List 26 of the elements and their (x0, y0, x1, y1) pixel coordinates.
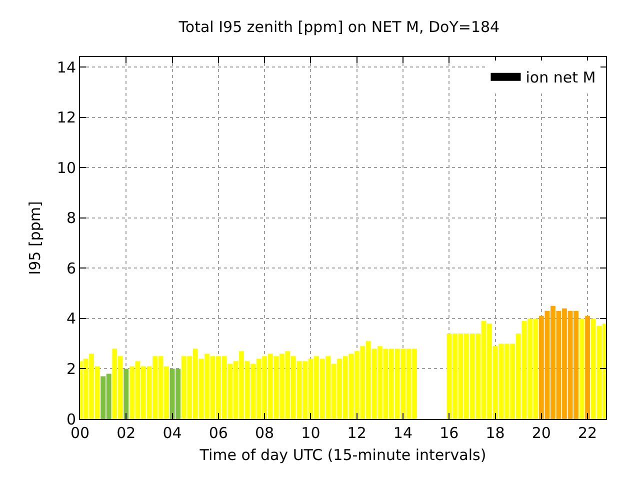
x-axis-title: Time of day UTC (15-minute intervals) (198, 446, 486, 464)
x-tick-label: 02 (116, 424, 136, 442)
x-tick-label: 10 (301, 424, 320, 442)
y-tick-label: 8 (66, 209, 76, 228)
x-tick-label: 12 (347, 424, 366, 442)
x-tick-label: 18 (486, 424, 505, 442)
y-tick-label: 6 (66, 259, 76, 278)
y-tick-label: 4 (66, 310, 76, 328)
bar (585, 316, 590, 419)
x-tick-label: 00 (70, 424, 90, 442)
y-tick-label: 12 (56, 108, 76, 127)
y-tick-label: 10 (56, 158, 76, 177)
y-axis-title: I95 [ppm] (26, 201, 44, 275)
text: ion net M (526, 68, 596, 87)
x-tick-label: 14 (393, 424, 413, 442)
x-tick-label: 20 (532, 424, 551, 442)
y-tick-label: 14 (56, 58, 76, 76)
x-tick-label: 04 (162, 424, 182, 442)
bar (124, 368, 129, 419)
x-tick-label: 08 (255, 424, 274, 442)
chart-title: Total I95 zenith [ppm] on NET M, DoY=184 (178, 18, 500, 36)
x-tick-label: 16 (440, 424, 459, 442)
x-tick-label: 06 (208, 424, 228, 442)
bar (579, 318, 584, 419)
y-tick-label: 2 (66, 360, 76, 378)
x-tick-label: 22 (578, 424, 598, 442)
